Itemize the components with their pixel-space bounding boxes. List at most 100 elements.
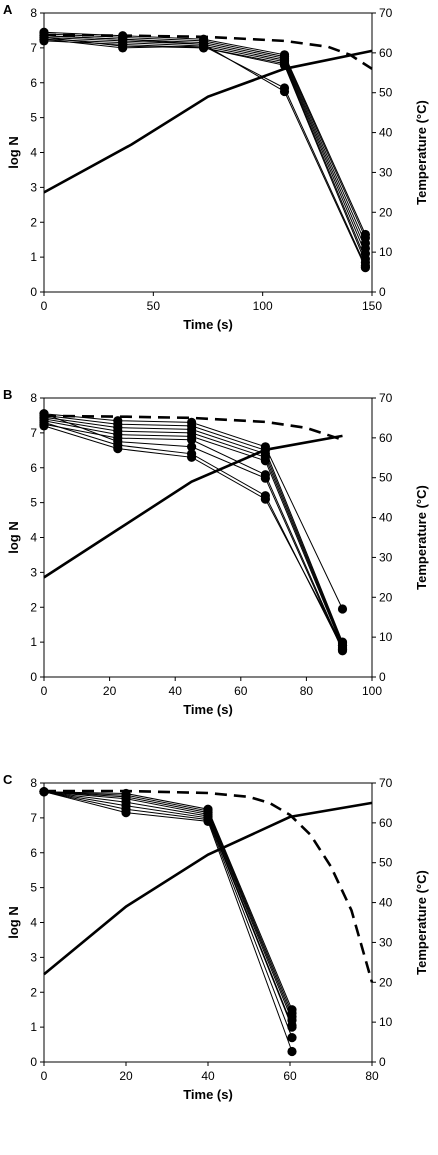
chart-panel-c: C 0 1 2 3 4 5 6 7 8 0 10 20 30 40 50 60 70 0 20 40 60 80 Time (… [0,770,438,1155]
y-tick-label: 2 [30,985,37,999]
y2-tick-label: 70 [379,391,393,405]
x-tick-label: 40 [201,1069,215,1083]
x-axis-title: Time (s) [183,317,233,332]
y2-axis-title: Temperature (°C) [414,485,429,590]
y2-tick-label: 40 [379,126,393,140]
temperature-line [43,801,373,976]
y2-tick-label: 0 [379,670,386,684]
y2-tick-label: 50 [379,856,393,870]
series-line-6 [43,791,293,1028]
y-tick-label: 4 [30,146,37,160]
x-tick-label: 40 [169,684,183,698]
y2-tick-label: 10 [379,245,393,259]
x-tick-label: 0 [41,1069,48,1083]
data-point [260,456,270,466]
y2-tick-label: 10 [379,1015,393,1029]
series-line-7 [43,791,293,1038]
y-tick-label: 5 [30,881,37,895]
data-point [39,787,49,797]
y-tick-label: 2 [30,215,37,229]
y2-tick-label: 60 [379,816,393,830]
y-tick-label: 6 [30,76,37,90]
temperature-line [43,434,343,579]
x-tick-label: 60 [283,1069,297,1083]
y-tick-label: 8 [30,776,37,790]
y2-tick-label: 50 [379,471,393,485]
y-tick-label: 8 [30,391,37,405]
data-point [260,494,270,504]
temperature-line [43,49,373,194]
y2-tick-label: 60 [379,431,393,445]
series-line-8 [43,38,366,267]
y2-tick-label: 10 [379,630,393,644]
y2-tick-label: 70 [379,6,393,20]
data-point [187,435,197,445]
data-point [287,1046,297,1057]
series-line-5 [43,791,293,1026]
x-tick-label: 100 [253,299,273,313]
chart-panel-a: A 0 1 2 3 4 5 6 7 8 0 10 20 30 40 50 60 70 0 50 100 150 Time (… [0,0,438,385]
x-tick-label: 150 [362,299,382,313]
x-axis-title: Time (s) [183,1087,233,1102]
y-tick-label: 5 [30,111,37,125]
x-tick-label: 50 [147,299,161,313]
data-point [287,1022,297,1032]
y2-tick-label: 70 [379,776,393,790]
series-line-2 [43,791,293,1014]
x-tick-label: 0 [41,684,48,698]
panel-label: A [3,2,13,17]
y-axis-title: log N [6,521,21,554]
chart-panel-b: B 0 1 2 3 4 5 6 7 8 0 10 20 30 40 50 60 70 0 20 40 60 80 100 Tim… [0,385,438,770]
data-point [203,816,213,826]
y-tick-label: 3 [30,565,37,579]
y-tick-label: 1 [30,1020,37,1034]
x-tick-label: 20 [103,684,117,698]
y2-axis-title: Temperature (°C) [414,100,429,205]
x-axis-title: Time (s) [183,702,233,717]
y2-tick-label: 30 [379,165,393,179]
y-tick-label: 7 [30,41,37,55]
data-point [187,442,197,452]
data-point [287,1033,297,1043]
series-line-6 [43,40,366,260]
data-point [121,808,131,818]
panel-label: C [3,772,13,787]
y2-tick-label: 20 [379,205,393,219]
y2-tick-label: 30 [379,550,393,564]
y-tick-label: 6 [30,461,37,475]
y2-tick-label: 0 [379,285,386,299]
y-axis-title: log N [6,136,21,169]
x-tick-label: 100 [362,684,382,698]
y2-tick-label: 60 [379,46,393,60]
x-tick-label: 80 [365,1069,379,1083]
data-point [260,473,270,483]
series-line-9 [43,35,366,268]
y2-axis-title: Temperature (°C) [414,870,429,975]
y-tick-label: 4 [30,916,37,930]
data-point [187,452,197,462]
y-tick-label: 0 [30,285,37,299]
dashed-curve [43,414,343,442]
series-line-4 [43,791,293,1021]
data-point [279,86,290,97]
series-line-3 [43,791,293,1017]
y2-tick-label: 40 [379,896,393,910]
dashed-curve [44,789,374,983]
data-point [337,641,348,651]
data-point [39,31,49,41]
y-tick-label: 1 [30,635,37,649]
series-line-8 [43,791,293,1052]
data-point [199,39,209,50]
data-point [39,409,49,419]
data-point [360,263,370,273]
data-point [337,604,348,614]
y2-tick-label: 30 [379,935,393,949]
x-tick-label: 80 [300,684,314,698]
y-tick-label: 4 [30,531,37,545]
y-tick-label: 7 [30,426,37,440]
x-tick-label: 0 [41,299,48,313]
chart-svg-a: A 0 1 2 3 4 5 6 7 8 0 10 20 30 40 50 60 70 0 50 100 150 Time (… [3,2,429,332]
y-tick-label: 3 [30,950,37,964]
y2-tick-label: 0 [379,1055,386,1069]
data-point [279,60,290,70]
